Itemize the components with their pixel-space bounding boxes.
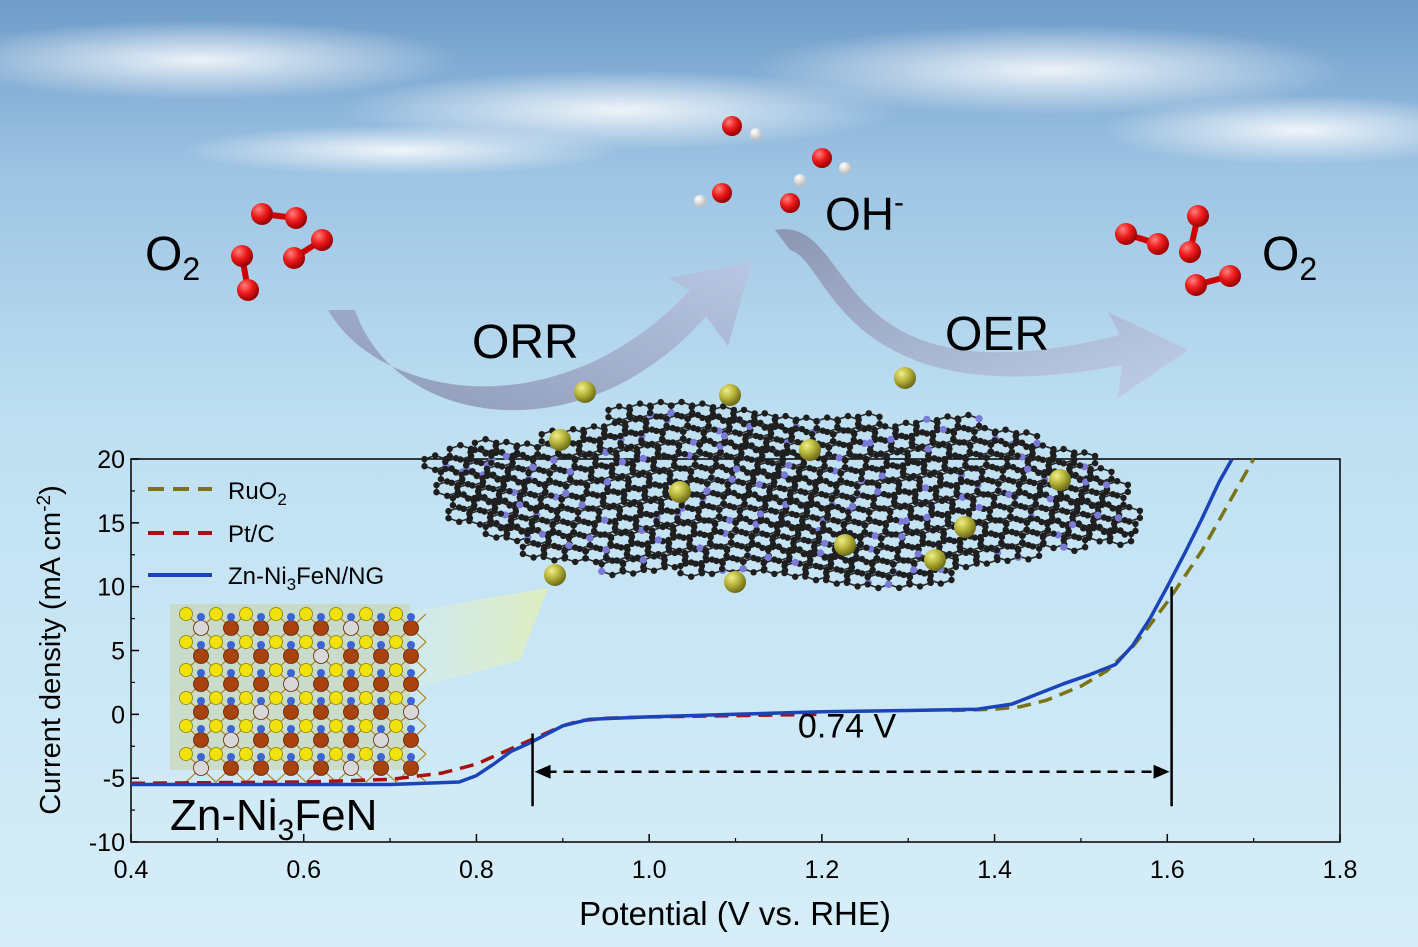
y-tick-label: 0 [111,701,125,729]
series-line-ruo2 [951,458,1256,713]
x-tick-label: 1.6 [1150,856,1185,884]
oh-molecules [694,116,851,213]
x-tick-label: 0.4 [114,856,149,884]
series-line-zn-ni3fen-ng [131,458,1234,787]
x-axis-title: Potential (V vs. RHE) [579,895,891,932]
x-tick-label: 1.4 [977,856,1012,884]
x-tick-label: 1.2 [804,856,839,884]
y-tick-label: -10 [89,829,125,857]
series-line-ptc [130,712,822,786]
o2-molecules-right [1115,205,1241,296]
legend-label-ruo2: RuO2 [228,478,287,509]
zoom-glow [408,588,548,690]
y-tick-label: 15 [97,510,125,538]
chart-series [130,458,1256,787]
delta-annotation: 0.74 V [531,586,1173,807]
left-o2-label: O2 [145,228,200,287]
crystal-structure [170,604,427,783]
y-axis-ticks: -10 -5 0 5 10 15 20 [89,446,139,857]
y-tick-label: -5 [103,765,125,793]
legend: RuO2 Pt/C Zn-Ni3FeN/NG [148,478,384,594]
x-tick-label: 1.8 [1323,856,1358,884]
graphene-sheet [421,367,1144,593]
oer-label: OER [945,308,1049,361]
x-tick-label: 1.0 [632,856,667,884]
x-tick-label: 0.6 [286,856,321,884]
delta-arrowhead-left [534,764,551,779]
orr-arrow [328,262,752,411]
right-o2-label: O2 [1262,228,1317,287]
x-tick-label: 0.8 [459,856,494,884]
legend-label-ptc: Pt/C [228,521,275,548]
delta-label: 0.74 V [798,707,897,745]
crystal-label: Zn-Ni3FeN [170,791,377,847]
y-tick-label: 20 [97,446,125,474]
oh-label: OH- [825,186,904,240]
legend-label-zn-ni3fen-ng: Zn-Ni3FeN/NG [228,563,384,594]
y-tick-label: 10 [97,574,125,602]
x-axis-ticks: 0.4 0.6 0.8 1.0 1.2 1.4 1.6 1.8 [114,834,1358,884]
oer-arrow [775,229,1188,398]
delta-arrowhead-right [1153,764,1170,779]
o2-molecules-left [231,203,333,301]
orr-label: ORR [472,316,579,369]
y-tick-label: 5 [111,638,125,666]
y-axis-title: Current density (mA cm-2) [34,485,67,815]
